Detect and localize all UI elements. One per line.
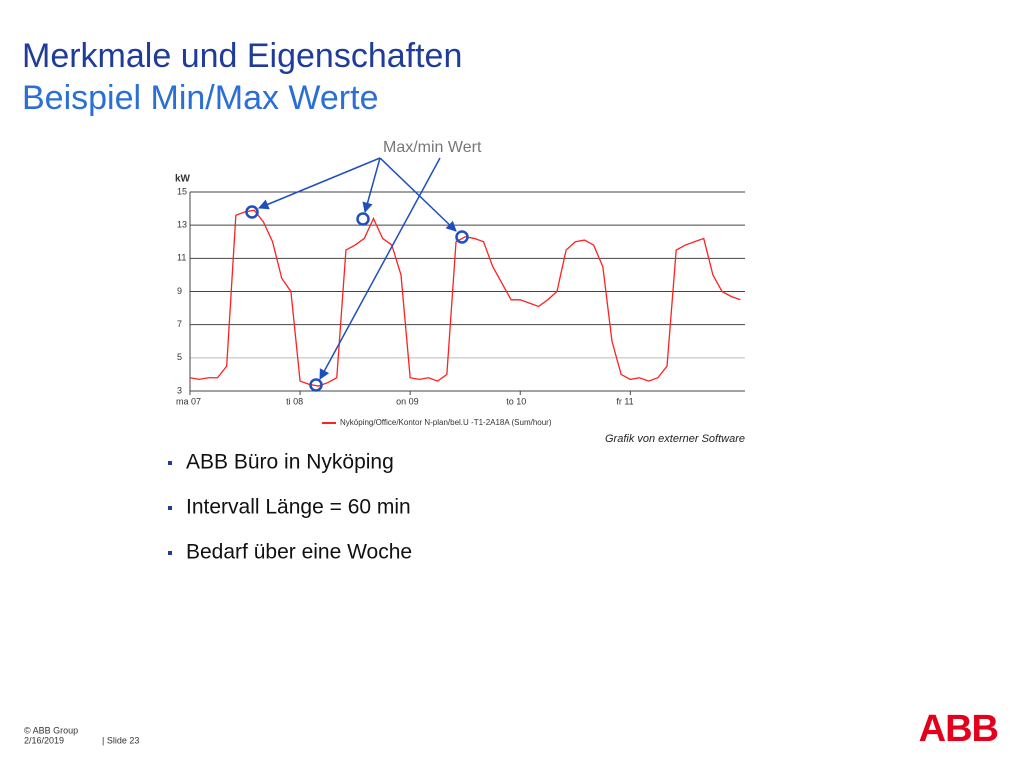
caption: Grafik von externer Software xyxy=(605,433,745,445)
y-tick-label: 11 xyxy=(177,253,186,263)
bullet-marker xyxy=(168,506,172,510)
data-line xyxy=(189,209,741,387)
x-tick-label: to 10 xyxy=(506,396,526,406)
y-tick-label: 3 xyxy=(177,385,182,395)
highlight-circle xyxy=(455,230,469,244)
arrow xyxy=(379,157,457,232)
slide-subtitle: Beispiel Min/Max Werte xyxy=(22,79,379,117)
bullet-text: Intervall Länge = 60 min xyxy=(186,496,411,519)
legend-label: Nyköping/Office/Kontor N-plan/bel.U -T1-… xyxy=(340,418,552,427)
bullet-text: Bedarf über eine Woche xyxy=(186,541,412,564)
footer-date: 2/16/2019 xyxy=(24,735,64,745)
y-tick-label: 5 xyxy=(177,352,182,362)
y-tick-label: 7 xyxy=(177,319,182,329)
x-tick-label: ti 08 xyxy=(286,396,303,406)
arrow xyxy=(362,157,381,214)
bullet-marker xyxy=(168,461,172,465)
bullet-marker xyxy=(168,551,172,555)
x-tick-label: ma 07 xyxy=(176,396,201,406)
y-tick-label: 9 xyxy=(177,286,182,296)
bullet-list: ABB Büro in Nyköping Intervall Länge = 60… xyxy=(168,451,412,564)
annotation: Max/min Wert xyxy=(383,139,482,156)
y-tick-label: 13 xyxy=(177,220,187,230)
highlight-circle xyxy=(356,212,370,226)
footer-copyright: © ABB Group xyxy=(24,725,78,735)
slide-title: Merkmale und Eigenschaften xyxy=(22,37,462,75)
x-tick-label: fr 11 xyxy=(616,396,633,406)
logo: ABB xyxy=(919,708,998,750)
arrow xyxy=(319,157,441,380)
arrow xyxy=(258,157,381,210)
footer-slide: | Slide 23 xyxy=(102,735,139,745)
y-axis-label: kW xyxy=(175,174,191,185)
bullet-text: ABB Büro in Nyköping xyxy=(186,451,394,474)
x-tick-label: on 09 xyxy=(396,396,419,406)
highlight-circle xyxy=(309,378,323,392)
highlight-circle xyxy=(245,205,259,219)
y-tick-label: 15 xyxy=(177,186,187,196)
